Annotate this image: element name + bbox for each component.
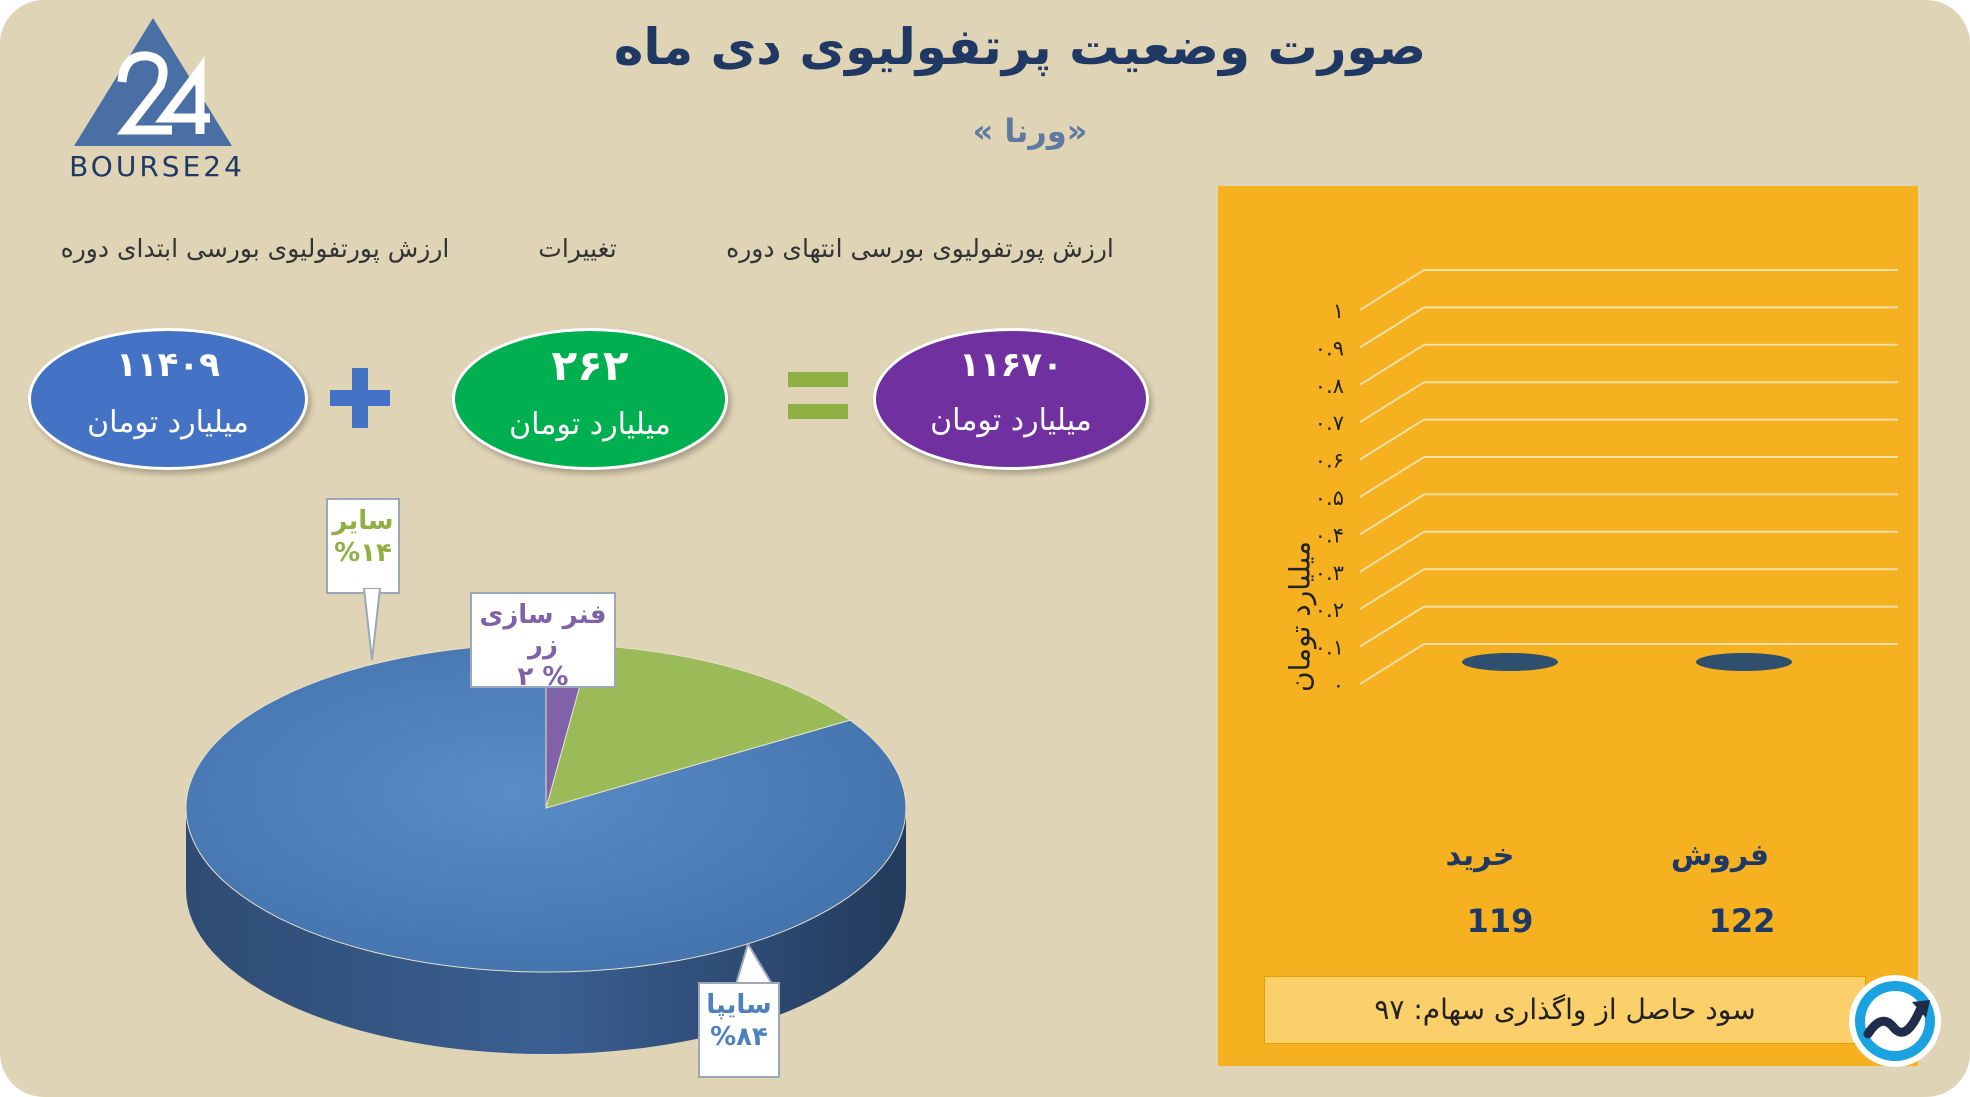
callout-saipa: سایپا %۸۴ — [698, 982, 780, 1078]
logo-text: BOURSE24 — [69, 150, 245, 183]
trade-bar-chart: ۰ ۰.۱ ۰.۲ ۰.۳ ۰.۴ ۰.۵ ۰.۶ ۰.۷ ۰.۸ ۰.۹ ۱ — [1315, 269, 1898, 697]
y-tick-label-9: ۰.۹ — [1315, 336, 1344, 360]
y-tick-label-4: ۰.۴ — [1315, 523, 1344, 547]
y-tick-label-3: ۰.۳ — [1315, 561, 1344, 585]
bar-2 — [1696, 653, 1792, 671]
callout-fanar-label: فنر سازی زر — [479, 600, 607, 660]
equals-sign — [788, 372, 848, 422]
bar-1 — [1462, 653, 1558, 671]
gridline-diag-9 — [1359, 306, 1425, 349]
plus-sign — [330, 368, 390, 428]
start-value: ۱۱۴۰۹ — [116, 345, 220, 385]
portfolio-pie-chart — [185, 643, 907, 1054]
profit-text: سود حاصل از واگذاری سهام: ۹۷ — [1374, 993, 1756, 1026]
change-label: تغییرات — [538, 234, 617, 263]
start-value-unit: میلیارد تومان — [87, 405, 249, 440]
y-tick-label-5: ۰.۵ — [1315, 486, 1344, 510]
callout-other: سایر %۱۴ — [326, 498, 400, 594]
pie-slice-2 — [545, 644, 852, 809]
gridline-diag-1 — [1359, 605, 1425, 648]
start-value-ellipse: ۱۱۴۰۹ میلیارد تومان — [28, 328, 308, 470]
gridline-diag-5 — [1359, 456, 1425, 498]
end-value: ۱۱۶۷۰ — [959, 345, 1063, 385]
trend-up-icon — [1849, 975, 1941, 1067]
gridline-diag-2 — [1359, 568, 1425, 611]
bourse24-logo: BOURSE24 — [60, 12, 250, 183]
callout-saipa-label: سایپا — [706, 990, 772, 1020]
callout-other-label: سایر — [332, 506, 394, 536]
bar-category-buy: خرید — [1445, 838, 1515, 873]
page-title: صورت وضعیت پرتفولیوی دی ماه — [613, 18, 1427, 76]
gridline-diag-10 — [1359, 269, 1425, 311]
logo-icon — [74, 18, 232, 146]
y-tick-label-2: ۰.۲ — [1315, 598, 1344, 622]
y-tick-label-7: ۰.۷ — [1315, 411, 1344, 435]
callout-saipa-value: %۸۴ — [710, 1022, 768, 1052]
end-value-label: ارزش پورتفولیوی بورسی انتهای دوره — [726, 234, 1114, 263]
callout-fanar-value: ۲ % — [517, 662, 569, 692]
profit-box: سود حاصل از واگذاری سهام: ۹۷ — [1264, 976, 1866, 1044]
bar-category-sell: فروش — [1670, 838, 1770, 873]
callout-other-value: %۱۴ — [334, 538, 392, 568]
bar-count-sell: 122 — [1708, 902, 1776, 940]
y-tick-label-1: ۰.۱ — [1315, 636, 1344, 660]
gridline-diag-8 — [1359, 343, 1425, 386]
end-value-ellipse: ۱۱۶۷۰ میلیارد تومان — [873, 328, 1149, 470]
y-tick-label-0: ۰ — [1333, 673, 1344, 697]
start-value-label: ارزش پورتفولیوی بورسی ابتدای دوره — [60, 234, 450, 263]
page-subtitle: «ورنا » — [972, 112, 1088, 150]
bar-chart-y-axis-label: میلیارد تومان — [1283, 541, 1317, 692]
trade-bar-chart-panel — [1218, 186, 1918, 1066]
gridline-diag-3 — [1359, 530, 1425, 573]
gridline-diag-0 — [1359, 643, 1425, 685]
gridline-diag-7 — [1359, 381, 1425, 424]
y-tick-label-8: ۰.۸ — [1315, 374, 1344, 398]
y-tick-label-10: ۱ — [1333, 299, 1344, 323]
gridline-diag-6 — [1359, 418, 1425, 461]
callout-saipa-pointer — [736, 944, 774, 984]
callout-fanar: فنر سازی زر ۲ % — [470, 592, 616, 692]
bar-count-buy: 119 — [1466, 902, 1534, 940]
end-value-unit: میلیارد تومان — [930, 403, 1092, 438]
change-value: ۲۶۲ — [551, 341, 629, 390]
change-value-ellipse: ۲۶۲ میلیارد تومان — [452, 328, 728, 470]
gridline-diag-4 — [1359, 493, 1425, 536]
change-value-unit: میلیارد تومان — [509, 407, 671, 442]
y-tick-label-6: ۰.۶ — [1315, 449, 1344, 473]
callout-other-pointer — [362, 588, 382, 661]
